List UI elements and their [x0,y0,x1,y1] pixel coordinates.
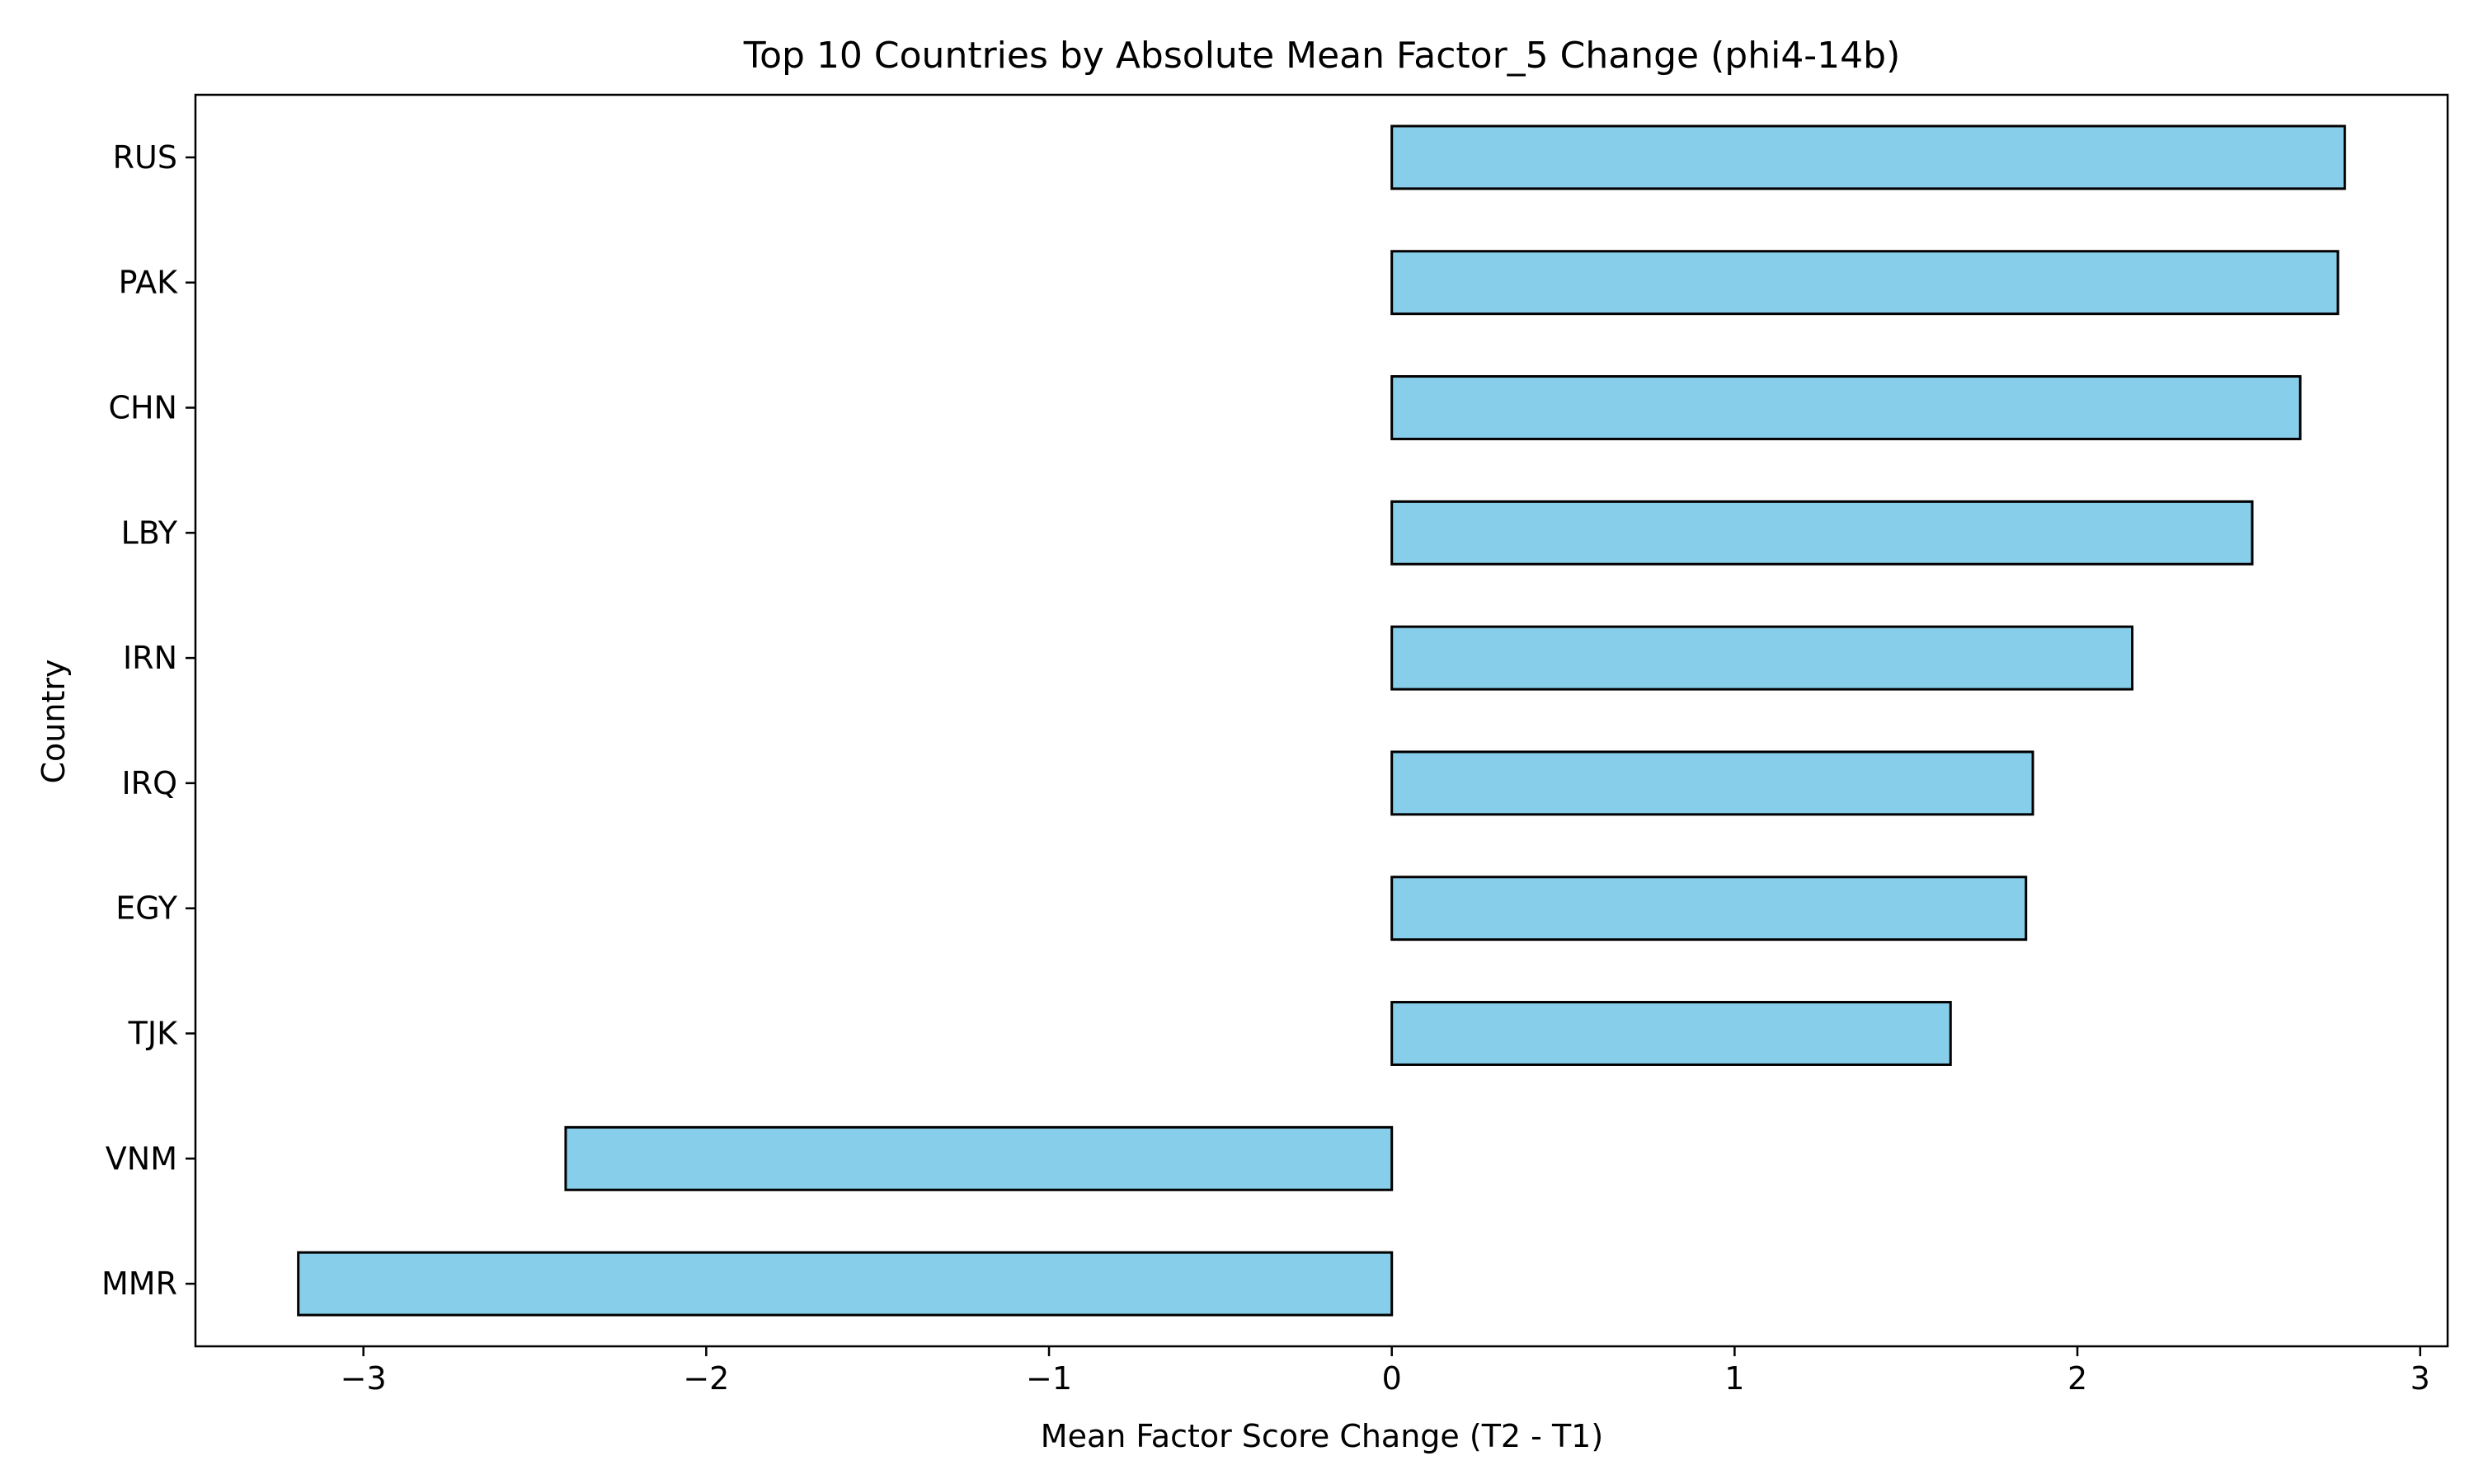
x-tick-label: −3 [341,1360,387,1397]
x-axis-label: Mean Factor Score Change (T2 - T1) [1041,1418,1603,1454]
bar-lby [1390,500,2254,566]
bar-pak [1390,250,2340,316]
x-tick-label: 3 [2411,1360,2430,1397]
y-tick-label: TJK [128,1016,178,1052]
y-axis-label: Country [35,660,72,784]
y-tick-label: EGY [115,890,178,927]
x-tick-label: −1 [1026,1360,1072,1397]
y-tick-label: RUS [113,139,177,176]
chart-title: Top 10 Countries by Absolute Mean Factor… [743,35,1901,77]
y-tick-label: LBY [121,514,178,551]
bar-mmr [297,1251,1394,1317]
y-axis: RUS PAK CHN LBY IRN IRQ EGY TJK VNM MMR [101,139,195,1302]
x-tick-label: −2 [683,1360,729,1397]
y-tick-label: CHN [108,390,177,426]
bar-irn [1390,625,2134,691]
bar-irq [1390,750,2034,816]
bar-vnm [564,1125,1394,1191]
y-tick-label: MMR [101,1266,177,1302]
bars-group [297,124,2346,1317]
plot-area-frame [194,93,2449,1348]
y-tick-label: PAK [119,265,178,301]
y-tick-label: IRN [123,640,177,676]
y-tick-label: IRQ [121,765,177,801]
y-tick-label: VNM [106,1140,177,1176]
x-axis: −3 −2 −1 0 1 2 3 [341,1346,2430,1397]
bar-chn [1390,375,2302,440]
bar-egy [1390,876,2028,942]
x-tick-label: 2 [2067,1360,2087,1397]
bar-rus [1390,124,2346,190]
bar-tjk [1390,1001,1952,1066]
x-tick-label: 1 [1724,1360,1744,1397]
x-tick-label: 0 [1382,1360,1402,1397]
